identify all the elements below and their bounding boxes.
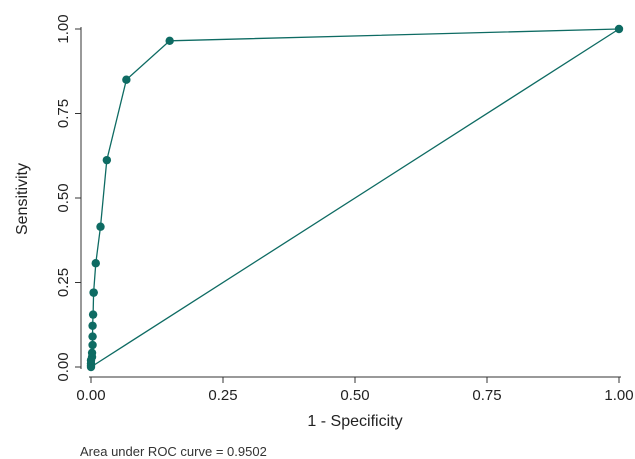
axes: 0.00 0.25 0.50 0.75 1.00 0.00 0.25 0.50 0.75 1.00: [55, 14, 634, 404]
x-tick-label: 1.00: [604, 387, 633, 404]
roc-point: [96, 222, 105, 231]
y-tick-label: 0.50: [55, 183, 72, 212]
y-axis-label: Sensitivity: [14, 163, 31, 235]
roc-point: [88, 332, 97, 341]
y-tick-label: 0.25: [55, 268, 72, 297]
y-tick-label: 0.75: [55, 99, 72, 128]
roc-point: [88, 310, 98, 319]
x-tick-label: 0.50: [340, 387, 369, 404]
x-tick-label: 0.75: [472, 387, 501, 404]
roc-point: [89, 288, 98, 297]
series-1-line: [90, 28, 620, 368]
roc-point: [91, 259, 100, 268]
roc-point: [165, 36, 174, 46]
x-axis-label: 1 - Specificity: [307, 413, 402, 430]
roc-point: [614, 24, 624, 34]
series-group: [86, 24, 624, 372]
y-tick-label: 0.00: [55, 352, 72, 381]
x-tick-label: 0.00: [76, 387, 105, 404]
roc-point: [102, 155, 112, 165]
roc-point: [122, 75, 131, 84]
y-tick-label: 1.00: [55, 14, 72, 43]
roc-point: [87, 348, 97, 358]
roc-chart: 0.00 0.25 0.50 0.75 1.00 0.00 0.25 0.50 0.75 1.00…: [14, 14, 634, 430]
auc-annotation: Area under ROC curve = 0.9502: [80, 444, 267, 459]
x-tick-label: 0.25: [208, 387, 237, 404]
roc-point: [88, 340, 97, 350]
roc-point: [88, 321, 97, 330]
